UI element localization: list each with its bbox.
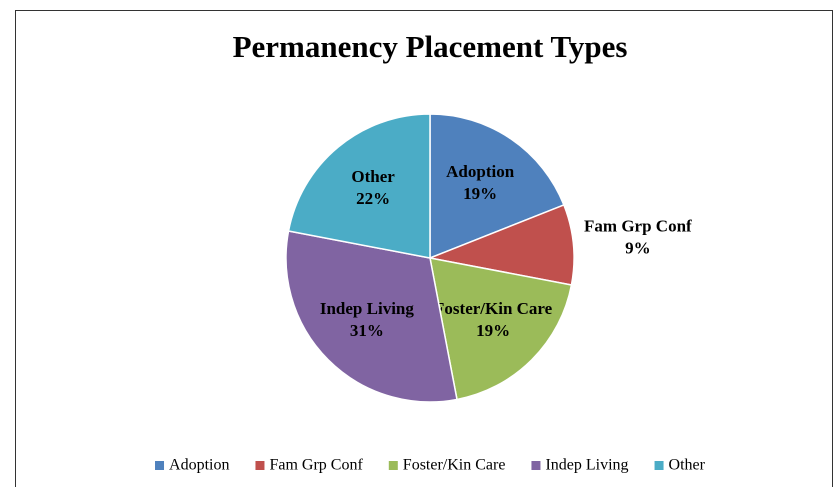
- data-label-value: 19%: [476, 321, 510, 340]
- pie-slice: [285, 230, 458, 403]
- chart-title: Permanency Placement Types: [233, 29, 628, 64]
- legend-label: Indep Living: [545, 457, 628, 474]
- data-label-value: 22%: [356, 189, 390, 208]
- legend-label: Other: [669, 457, 706, 474]
- pie-slice: [287, 113, 431, 259]
- legend-swatch: [388, 461, 398, 470]
- data-label-category: Adoption: [446, 162, 515, 181]
- legend-swatch: [654, 461, 664, 470]
- pie-slice: [427, 204, 575, 286]
- data-label-value: 9%: [625, 238, 651, 257]
- legend-swatch: [255, 461, 265, 470]
- data-label-value: 19%: [463, 184, 497, 203]
- data-label-category: Other: [351, 167, 395, 186]
- legend-label: Adoption: [169, 457, 229, 474]
- data-label-category: Foster/Kin Care: [434, 299, 553, 318]
- pie-slice: [429, 257, 573, 401]
- legend-label: Foster/Kin Care: [403, 457, 506, 474]
- pie-slice: [429, 113, 565, 260]
- data-label-category: Indep Living: [320, 299, 415, 318]
- data-label-value: 31%: [350, 321, 384, 340]
- legend-label: Fam Grp Conf: [269, 457, 363, 474]
- data-label-category: Fam Grp Conf: [584, 216, 692, 235]
- legend-swatch: [155, 461, 165, 470]
- legend-swatch: [531, 461, 541, 470]
